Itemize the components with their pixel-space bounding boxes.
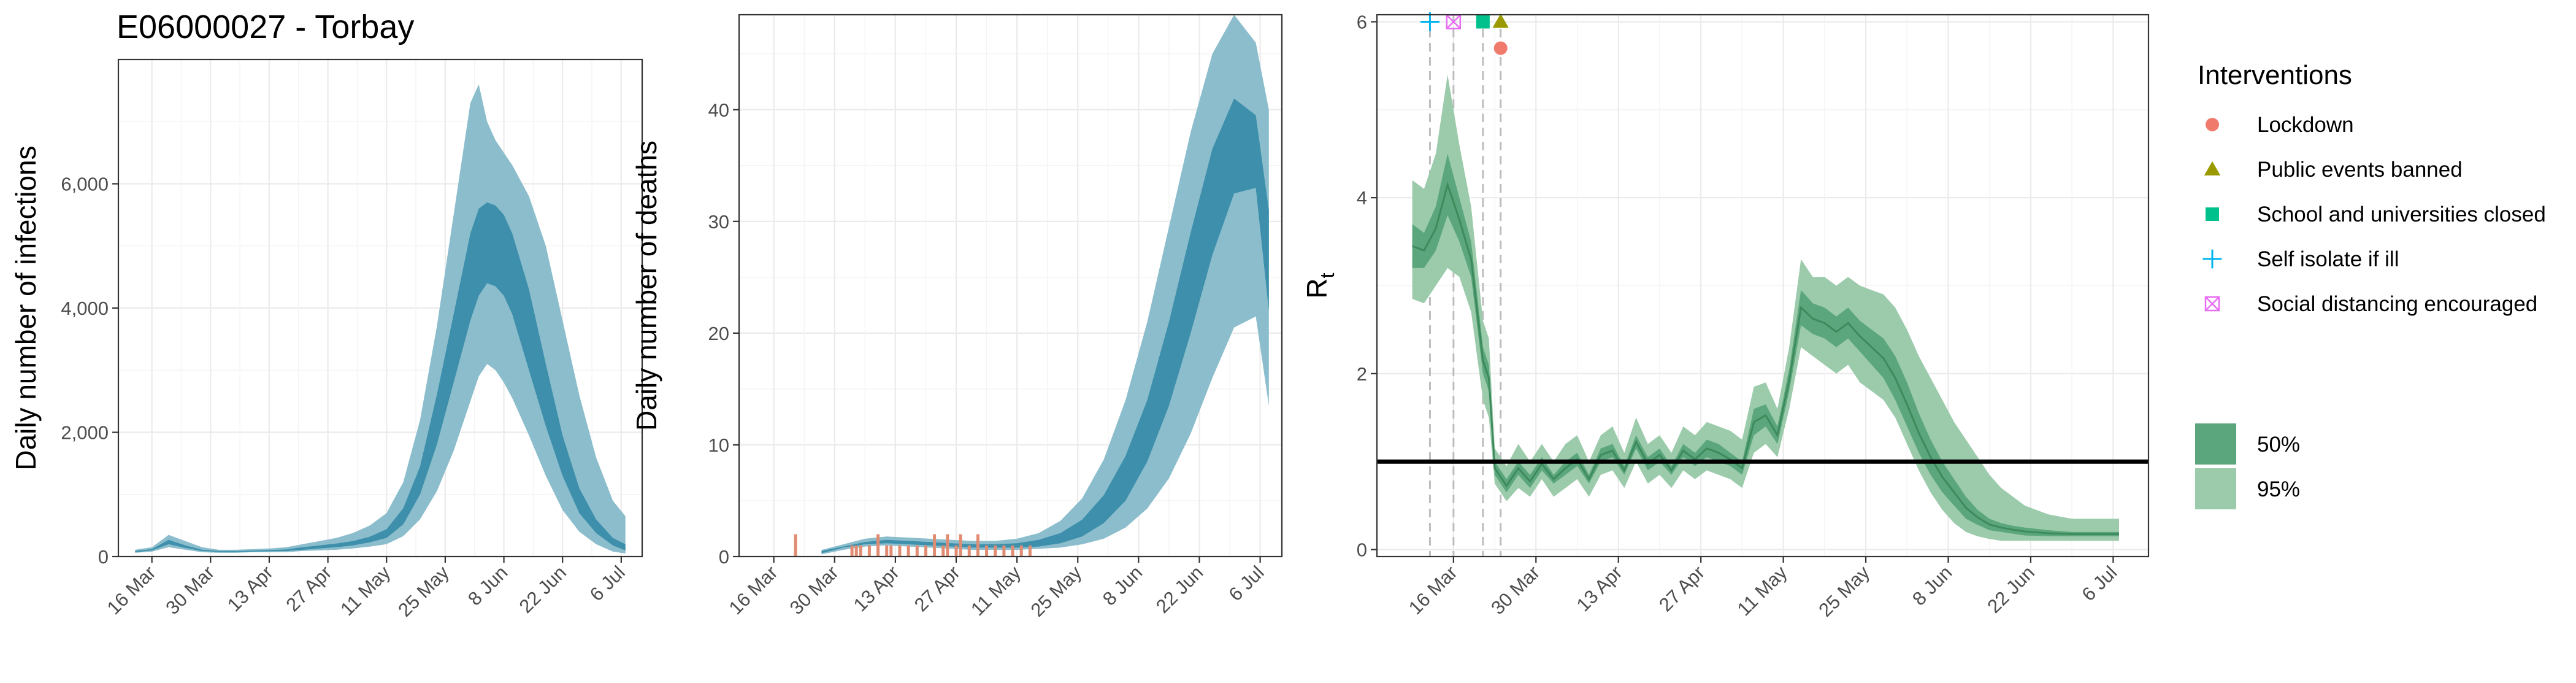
chart-2-intervention-marker-1-d2 [1446,14,1461,29]
chart-1-observed-bar-20 [994,545,997,557]
chart-1-observed-bar-8 [898,545,902,557]
chart-2-intervention-marker-2 [1476,15,1490,29]
chart-1-ci50-band [821,98,1269,554]
chart-0-ci95-band [135,84,626,554]
chart-1-ylabel-main: Daily number of deaths [631,141,662,431]
chart-1-ytick-label-2: 20 [708,323,729,344]
chart-1-observed-bar-7 [889,545,893,557]
chart-0-ci50-band [135,202,626,552]
legend-label-2: School and universities closed [2257,203,2546,226]
chart-0-ylabel-main: Daily number of infections [10,145,42,470]
chart-1-observed-bar-10 [915,545,919,557]
chart-1-observed-bar-12 [933,534,937,557]
chart-2-intervention-marker-0 [1420,12,1439,31]
legend-label-3: Self isolate if ill [2257,247,2399,271]
legend-marker-2 [2206,207,2219,221]
chart-1-observed-bar-16 [959,534,962,557]
legend-marker-0 [2206,118,2219,131]
chart-1-observed-bar-5 [876,534,880,557]
chart-2-median-line [1412,181,2119,535]
chart-1-observed-bar-21 [1002,545,1006,557]
chart-1-observed-bar-4 [867,545,871,557]
legend-label-0: Lockdown [2257,113,2354,137]
chart-1-observed-bar-1 [850,545,854,557]
chart-1-ytick-label-0: 0 [719,546,729,568]
chart-2-ytick-label-0: 0 [1357,539,1367,561]
ci-legend-swatch-0 [2195,423,2236,465]
legend-marker-4-box [2204,296,2220,312]
ci-legend-label-0: 50% [2257,433,2300,457]
legend-label-4: Social distancing encouraged [2257,292,2537,316]
chart-1-observed-bar-3 [859,545,862,557]
interventions-legend-items: Lockdown Public events banned School and u… [2202,113,2546,316]
chart-2-frame [1376,14,2150,558]
chart-1-observed-bar-11 [924,545,927,557]
chart-0-ytick-label-0: 0 [98,546,109,568]
chart-1-ytick-label-4: 40 [708,99,729,121]
chart-0-ylabel: Daily number of infections [10,145,42,470]
chart-1-ylabel: Daily number of deaths [631,141,662,431]
chart-2-ytick-label-1: 2 [1357,363,1367,385]
ci-legend-items: 50% 95% [2195,423,2300,509]
legend-title: Interventions [2198,60,2352,90]
chart-1-observed-bar-9 [907,545,910,557]
chart-1-observed-bar-6 [885,545,889,557]
chart-1-observed-bar-0 [794,534,797,557]
chart-1-observed-bar-18 [976,534,979,557]
chart-1-observed-bar-22 [1011,545,1014,557]
chart-1-observed-bar-2 [854,545,858,557]
chart-2-ytick-label-3: 6 [1357,11,1367,33]
chart-1-observed-bar-15 [954,545,958,557]
legend-label-1: Public events banned [2257,158,2463,182]
ci-legend-swatch-1 [2195,468,2236,509]
legend: Interventions Lockdown Public events bann… [2195,60,2546,509]
chart-1-observed-bar-13 [941,545,945,557]
legend-marker-4 [2204,296,2220,312]
chart-1-frame [738,14,1283,558]
chart-1-ytick-label-1: 10 [708,434,729,456]
chart-2-ylabel-main: R [1301,278,1333,298]
chart-2-intervention-marker-3 [1492,14,1509,28]
chart-2-ylabel: Rt [1301,272,1338,298]
chart-2-ci95-band [1412,74,2119,541]
chart-1-observed-bar-19 [985,545,989,557]
legend-marker-3 [2202,249,2222,269]
chart-1-observed-bar-23 [1019,545,1023,557]
chart-0-ytick-label-2: 4,000 [61,298,109,319]
legend-marker-1 [2204,161,2221,176]
ci-legend-label-1: 95% [2257,477,2300,501]
chart-1-observed-bar-14 [946,534,949,557]
legend-marker-4-d2 [2205,296,2220,311]
chart-0-ytick-label-3: 6,000 [61,174,109,195]
chart-1-ytick-label-3: 30 [708,211,729,233]
chart-1-observed-bar-24 [1028,545,1032,557]
page-title: E06000027 - Torbay [117,9,414,45]
chart-0-ytick-label-1: 2,000 [61,422,109,444]
chart-2-ylabel-subscript: t [1316,272,1338,278]
chart-2-ytick-label-2: 4 [1357,187,1367,209]
chart-2-intervention-marker-4 [1493,41,1508,55]
chart-1-observed-bar-17 [967,545,971,557]
